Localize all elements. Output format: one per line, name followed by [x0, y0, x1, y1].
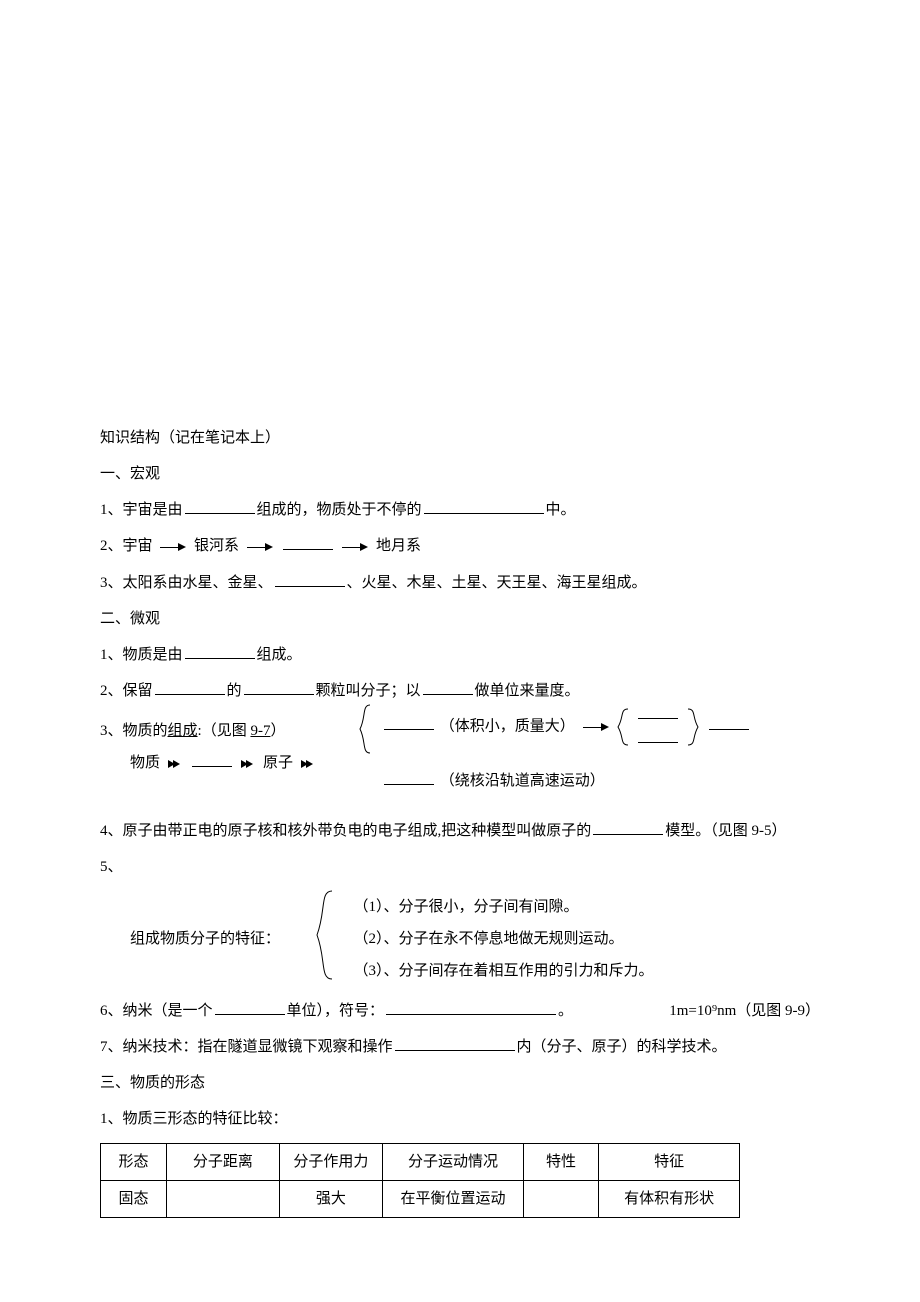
blank[interactable]	[593, 819, 663, 835]
blank[interactable]	[395, 1035, 515, 1051]
blank[interactable]	[386, 999, 556, 1015]
micro-q7-b: 内（分子、原子）的科学技术。	[517, 1039, 727, 1055]
table-cell: 强大	[279, 1181, 382, 1218]
micro-q4-b: 模型。（见图 9-5）	[665, 823, 786, 839]
blank[interactable]	[244, 679, 314, 695]
micro-q1: 1、物质是由 组成。	[100, 637, 820, 673]
micro-q3-c: 原子	[263, 755, 293, 771]
table-cell: 固态	[101, 1181, 167, 1218]
table-cell: 在平衡位置运动	[383, 1181, 524, 1218]
micro-q5-feature-list: 组成物质分子的特征： （1）、分子很小，分子间有间隙。 （2）、分子在永不停息地…	[100, 885, 820, 993]
micro-q4-a: 4、原子由带正电的原子核和核外带负电的电子组成,把这种模型叫做原子的	[100, 823, 591, 839]
micro-q1-a: 1、物质是由	[100, 647, 183, 663]
micro-q3-a: 3、物质的	[100, 723, 168, 739]
brace-icon	[356, 703, 374, 755]
double-arrow-icon	[303, 751, 313, 775]
micro-q5-label: 5、	[100, 859, 123, 875]
brace-close-icon	[684, 707, 700, 747]
micro-q6-note: 1m=10⁹nm（见图 9-9）	[669, 999, 820, 1023]
forms-q1: 1、物质三形态的特征比较：	[100, 1101, 820, 1137]
table-cell[interactable]	[523, 1181, 598, 1218]
macro-q2-c: 地月系	[376, 538, 421, 554]
micro-q5: 5、	[100, 849, 820, 885]
section-macro-title: 一、宏观	[100, 456, 820, 492]
macro-q3: 3、太阳系由水星、金星、 、火星、木星、土星、天王星、海王星组成。	[100, 565, 820, 601]
micro-q3-a1: :（见图	[198, 723, 251, 739]
arrow-icon	[247, 535, 273, 559]
table-header-row: 形态 分子距离 分子作用力 分子运动情况 特性 特征	[101, 1144, 740, 1181]
section-micro-title: 二、微观	[100, 601, 820, 637]
micro-q3-fig: 9-7	[250, 723, 270, 739]
micro-q5-left: 组成物质分子的特征：	[130, 927, 310, 951]
table-header: 特征	[599, 1144, 740, 1181]
micro-q1-b: 组成。	[257, 647, 302, 663]
macro-q1: 1、宇宙是由 组成的，物质处于不停的 中。	[100, 492, 820, 528]
micro-q7: 7、纳米技术：指在隧道显微镜下观察和操作 内（分子、原子）的科学技术。	[100, 1029, 820, 1065]
micro-q7-a: 7、纳米技术：指在隧道显微镜下观察和操作	[100, 1039, 393, 1055]
arrow-icon	[160, 535, 186, 559]
heading: 知识结构（记在笔记本上）	[100, 420, 820, 456]
macro-q3-b: 、火星、木星、土星、天王星、海王星组成。	[347, 575, 647, 591]
arrow-icon	[583, 715, 609, 739]
brace-icon	[616, 707, 632, 747]
table-header: 形态	[101, 1144, 167, 1181]
brace-icon	[314, 889, 336, 989]
blank[interactable]	[384, 714, 434, 730]
blank[interactable]	[384, 769, 434, 785]
micro-q2-c: 颗粒叫分子；以	[316, 683, 421, 699]
blank[interactable]	[155, 679, 225, 695]
arrow-icon	[342, 535, 368, 559]
section-forms-title: 三、物质的形态	[100, 1065, 820, 1101]
macro-q1-c: 中。	[546, 502, 576, 518]
micro-q3-a-under: 组成	[168, 723, 198, 739]
table-cell[interactable]	[167, 1181, 280, 1218]
table-row: 固态 强大 在平衡位置运动 有体积有形状	[101, 1181, 740, 1218]
micro-q2-a: 2、保留	[100, 683, 153, 699]
micro-q5-item: （1）、分子很小，分子间有间隙。	[354, 891, 654, 923]
micro-q3-b: 物质	[130, 755, 160, 771]
macro-q1-a: 1、宇宙是由	[100, 502, 183, 518]
micro-q3-a2: ）	[270, 723, 285, 739]
macro-q2: 2、宇宙 银河系 地月系	[100, 528, 820, 565]
micro-q3-e: （绕核沿轨道高速运动）	[440, 773, 605, 789]
micro-q3-d: （体积小，质量大）	[440, 718, 575, 734]
table-header: 特性	[523, 1144, 598, 1181]
table-header: 分子运动情况	[383, 1144, 524, 1181]
macro-q1-b: 组成的，物质处于不停的	[257, 502, 422, 518]
micro-q4: 4、原子由带正电的原子核和核外带负电的电子组成,把这种模型叫做原子的 模型。（见图…	[100, 813, 820, 849]
double-arrow-icon	[170, 751, 180, 775]
table-header: 分子距离	[167, 1144, 280, 1181]
comparison-table: 形态 分子距离 分子作用力 分子运动情况 特性 特征 固态 强大 在平衡位置运动…	[100, 1143, 740, 1218]
micro-q6-c: 。	[558, 1003, 573, 1019]
blank[interactable]	[638, 727, 678, 743]
blank[interactable]	[215, 999, 285, 1015]
table-cell: 有体积有形状	[599, 1181, 740, 1218]
micro-q5-item: （2）、分子在永不停息地做无规则运动。	[354, 923, 654, 955]
micro-q5-item: （3）、分子间存在着相互作用的引力和斥力。	[354, 955, 654, 987]
blank[interactable]	[275, 571, 345, 587]
blank[interactable]	[283, 534, 333, 550]
micro-q6-a: 6、纳米（是一个	[100, 1003, 213, 1019]
table-header: 分子作用力	[279, 1144, 382, 1181]
micro-q6-b: 单位），符号：	[287, 1003, 385, 1019]
macro-q2-b: 银河系	[194, 538, 239, 554]
macro-q3-a: 3、太阳系由水星、金星、	[100, 575, 273, 591]
blank[interactable]	[185, 498, 255, 514]
micro-q2-b: 的	[227, 683, 242, 699]
micro-q6: 1m=10⁹nm（见图 9-9） 6、纳米（是一个 单位），符号： 。	[100, 993, 820, 1029]
micro-q3-diagram: 3、物质的组成:（见图 9-7） （体积小，质量大）	[100, 709, 820, 814]
blank[interactable]	[638, 703, 678, 719]
blank[interactable]	[424, 498, 544, 514]
blank[interactable]	[185, 643, 255, 659]
double-arrow-icon	[243, 751, 253, 775]
blank[interactable]	[192, 751, 232, 767]
blank[interactable]	[423, 679, 473, 695]
macro-q2-a: 2、宇宙	[100, 538, 153, 554]
blank[interactable]	[709, 714, 749, 730]
micro-q2-d: 做单位来量度。	[475, 683, 580, 699]
